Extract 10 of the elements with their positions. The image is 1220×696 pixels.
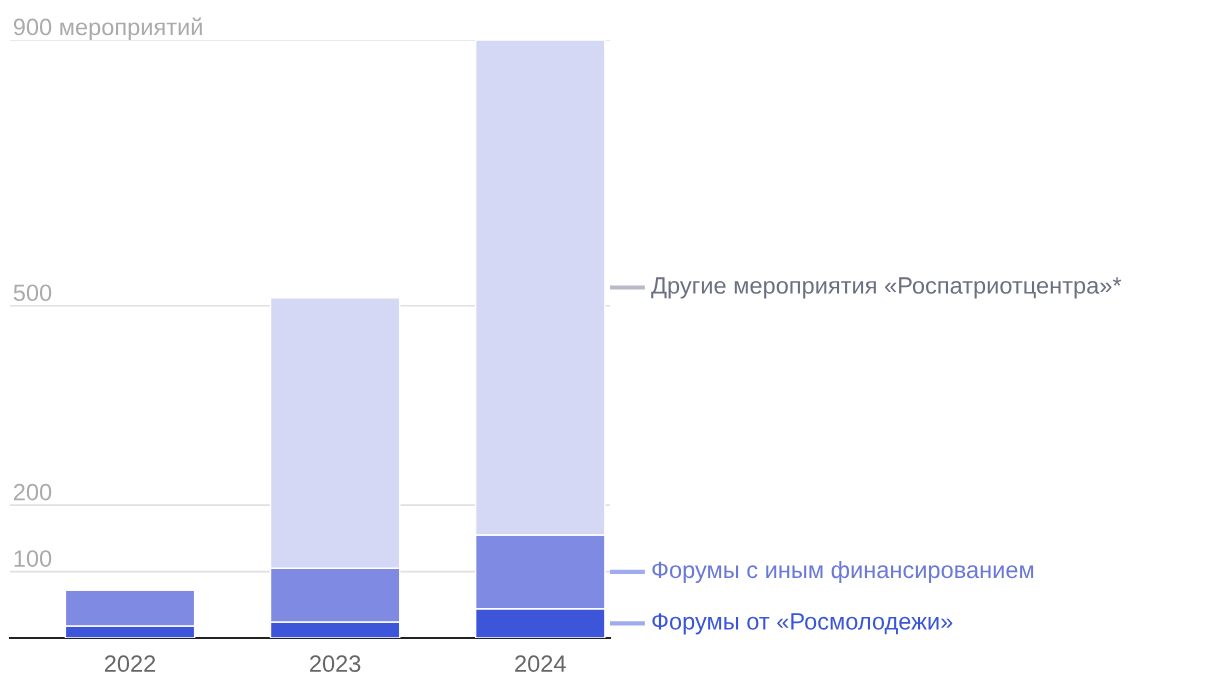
y-tick-label: 200 [13, 483, 52, 501]
text: Форумы с иным финансированием [652, 560, 1034, 583]
y-tick-label: 500 [13, 284, 52, 302]
x-tick-label: 2024 [515, 655, 566, 673]
series-label: Другие мероприятия «Роспатриотцентра»* [651, 277, 1122, 299]
text: Форумы от «Росмолодежи» [652, 613, 953, 635]
y-tick-label: 100 [14, 550, 52, 567]
y-tick-label: 900 мероприятий [13, 17, 202, 40]
x-tick-label: 2022 [104, 655, 156, 673]
x-tick-label: 2023 [310, 655, 361, 673]
